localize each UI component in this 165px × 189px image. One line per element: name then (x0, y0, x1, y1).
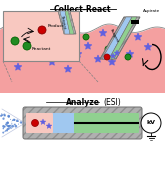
Circle shape (13, 119, 16, 121)
Circle shape (5, 123, 7, 126)
Circle shape (2, 132, 4, 134)
Polygon shape (110, 53, 116, 58)
Circle shape (0, 115, 2, 117)
Circle shape (18, 124, 19, 125)
Circle shape (3, 126, 5, 128)
Circle shape (4, 131, 6, 132)
Polygon shape (48, 58, 56, 65)
Text: Aspirate: Aspirate (143, 9, 161, 13)
Polygon shape (21, 42, 29, 49)
Circle shape (7, 115, 10, 118)
Text: kV: kV (147, 119, 155, 125)
FancyBboxPatch shape (131, 20, 139, 24)
Polygon shape (68, 31, 76, 38)
Circle shape (9, 125, 11, 127)
Text: Reagent: Reagent (109, 28, 119, 44)
Circle shape (6, 122, 9, 124)
Circle shape (20, 121, 22, 124)
FancyBboxPatch shape (26, 113, 53, 133)
Text: Reagent: Reagent (60, 16, 66, 30)
Circle shape (16, 119, 18, 122)
Circle shape (7, 122, 9, 124)
Circle shape (11, 125, 14, 128)
Circle shape (45, 49, 51, 55)
Circle shape (1, 114, 3, 116)
Circle shape (4, 126, 6, 128)
Polygon shape (94, 55, 102, 62)
Circle shape (6, 130, 8, 132)
Polygon shape (114, 35, 122, 42)
Circle shape (38, 26, 46, 34)
FancyBboxPatch shape (23, 107, 142, 139)
Circle shape (14, 124, 16, 125)
Circle shape (15, 125, 17, 128)
Circle shape (83, 34, 89, 40)
Polygon shape (108, 58, 116, 65)
Circle shape (14, 119, 15, 121)
Polygon shape (102, 17, 132, 59)
Circle shape (13, 126, 14, 127)
Polygon shape (134, 33, 142, 40)
Circle shape (21, 122, 22, 123)
Text: Product: Product (48, 24, 65, 28)
Circle shape (6, 122, 7, 124)
Circle shape (6, 128, 8, 130)
Polygon shape (114, 50, 120, 55)
FancyBboxPatch shape (26, 113, 139, 133)
Polygon shape (99, 29, 107, 36)
Circle shape (2, 118, 5, 120)
Circle shape (12, 119, 14, 121)
Circle shape (6, 125, 9, 127)
Polygon shape (100, 17, 140, 59)
Circle shape (8, 125, 9, 127)
Circle shape (4, 115, 6, 117)
FancyBboxPatch shape (3, 11, 79, 61)
Text: (ESI): (ESI) (103, 98, 121, 107)
Polygon shape (60, 11, 70, 34)
Polygon shape (46, 123, 52, 129)
Polygon shape (54, 37, 62, 44)
Polygon shape (8, 33, 16, 40)
FancyBboxPatch shape (74, 113, 139, 133)
Text: Collect-React: Collect-React (53, 5, 111, 14)
Circle shape (32, 119, 38, 126)
Circle shape (1, 113, 2, 115)
Polygon shape (126, 50, 134, 57)
Circle shape (141, 113, 161, 133)
Polygon shape (109, 17, 137, 59)
Circle shape (104, 54, 110, 60)
Polygon shape (144, 43, 152, 50)
Circle shape (5, 130, 6, 131)
Circle shape (9, 127, 11, 129)
Text: Reactant: Reactant (32, 47, 51, 51)
Circle shape (11, 123, 12, 125)
Polygon shape (65, 11, 74, 34)
Text: Analyze: Analyze (66, 98, 100, 107)
Circle shape (2, 128, 4, 129)
Circle shape (105, 46, 111, 52)
Polygon shape (14, 63, 22, 70)
FancyBboxPatch shape (0, 21, 165, 93)
Circle shape (125, 54, 131, 60)
Circle shape (3, 114, 6, 116)
Polygon shape (40, 119, 46, 124)
Polygon shape (84, 42, 92, 49)
Polygon shape (36, 29, 44, 36)
Circle shape (16, 121, 17, 122)
Circle shape (2, 125, 5, 128)
Circle shape (8, 115, 10, 118)
Circle shape (11, 128, 12, 129)
Polygon shape (58, 11, 76, 34)
Circle shape (10, 119, 11, 120)
Circle shape (19, 46, 25, 52)
Polygon shape (74, 50, 82, 57)
Circle shape (23, 42, 31, 50)
Circle shape (8, 125, 10, 127)
Circle shape (14, 124, 15, 125)
Polygon shape (64, 65, 72, 72)
Circle shape (7, 127, 10, 130)
Polygon shape (29, 52, 37, 59)
Circle shape (17, 121, 19, 122)
Circle shape (11, 37, 19, 45)
